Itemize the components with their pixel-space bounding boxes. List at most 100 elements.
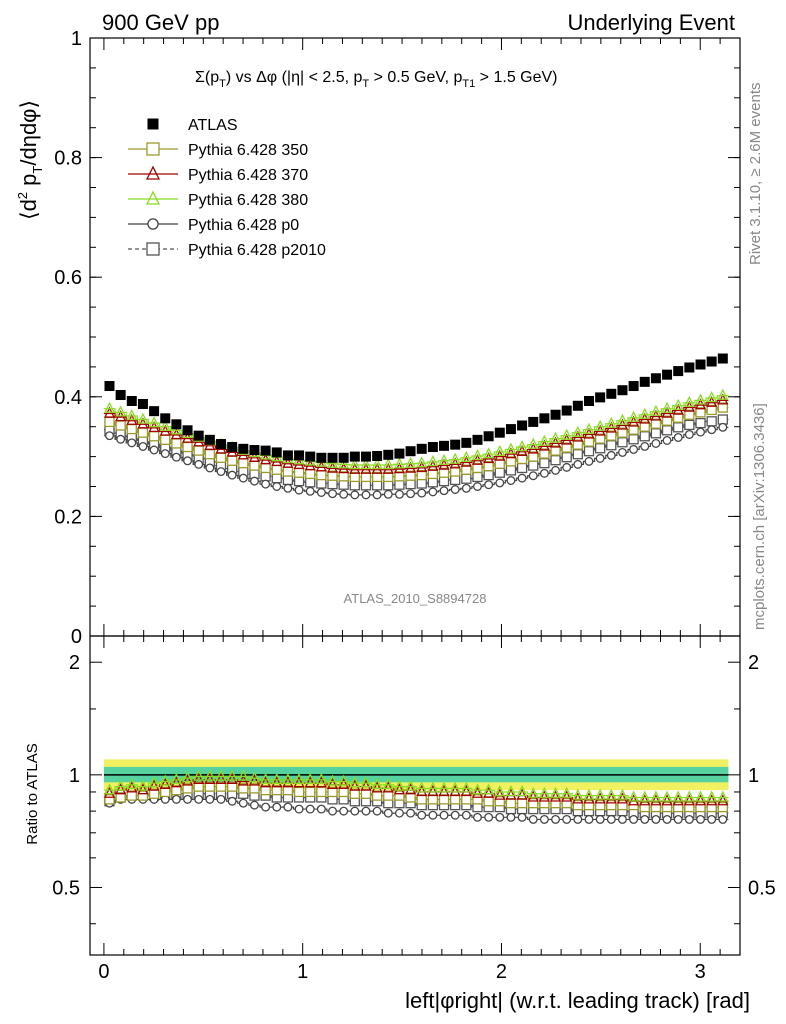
- ratio-point-3: [528, 814, 538, 824]
- ratio-point-3: [406, 808, 416, 818]
- series-point-3: [471, 449, 484, 461]
- ratio-point-1: [293, 776, 305, 788]
- series-point-0: [706, 356, 717, 367]
- series-point-4: [116, 434, 126, 444]
- series-point-4: [305, 486, 315, 496]
- ratio-point-1: [282, 776, 294, 788]
- ratio-line-2: [103, 775, 729, 799]
- legend-label: Pythia 6.428 p2010: [188, 242, 326, 259]
- series-point-1: [193, 445, 204, 456]
- ratio-point-0: [617, 799, 628, 811]
- series-point-3: [126, 408, 138, 421]
- series-point-4: [294, 485, 304, 495]
- series-point-5: [673, 422, 684, 433]
- ratio-point-2: [115, 779, 127, 791]
- series-point-5: [684, 419, 695, 431]
- ratio-point-0: [438, 794, 450, 805]
- ratio-point-1: [382, 781, 394, 793]
- series-point-4: [584, 456, 594, 466]
- series-point-3: [527, 437, 539, 449]
- series-point-5: [271, 472, 282, 484]
- ratio-point-3: [305, 804, 315, 814]
- series-point-0: [294, 450, 305, 461]
- ratio-point-0: [305, 786, 316, 798]
- series-point-3: [683, 395, 695, 407]
- ratio-point-0: [137, 790, 149, 801]
- ratio-point-3: [428, 810, 438, 820]
- ratio-point-0: [706, 801, 717, 813]
- series-point-1: [227, 455, 238, 466]
- ratio-point-0: [483, 796, 494, 807]
- series-point-5: [427, 477, 439, 488]
- series-point-3: [438, 453, 450, 465]
- ratio-point-2: [572, 788, 584, 800]
- series-point-0: [149, 406, 160, 417]
- ratio-point-3: [551, 814, 561, 824]
- series-point-0: [439, 440, 450, 451]
- legend-label: Pythia 6.428 370: [188, 167, 308, 184]
- series-point-0: [316, 452, 327, 463]
- series-point-0: [227, 442, 238, 453]
- series-point-4: [105, 431, 114, 441]
- series-point-5: [494, 467, 505, 478]
- ratio-point-1: [471, 786, 484, 798]
- ratio-point-1: [204, 772, 216, 784]
- series-point-1: [182, 441, 193, 453]
- series-point-1: [349, 471, 360, 483]
- ratio-point-3: [249, 800, 259, 810]
- ratio-point-2: [293, 772, 305, 784]
- ratio-point-0: [673, 801, 684, 813]
- series-point-4: [283, 483, 293, 493]
- ratio-point-1: [605, 792, 617, 804]
- series-point-3: [583, 422, 595, 434]
- ratio-point-0: [383, 790, 394, 801]
- series-line-3: [103, 395, 729, 466]
- ratio-point-2: [494, 785, 506, 797]
- ratio-y-tick-label: 2: [69, 652, 80, 674]
- series-point-1: [594, 433, 606, 444]
- ratio-point-0: [327, 786, 338, 798]
- ratio-point-0: [583, 799, 595, 811]
- series-point-3: [148, 416, 160, 428]
- series-point-4: [684, 429, 694, 439]
- series-point-3: [393, 457, 405, 469]
- ratio-point-3: [651, 814, 661, 824]
- ratio-point-2: [616, 788, 629, 800]
- series-point-0: [662, 369, 673, 380]
- ratio-point-3: [339, 806, 349, 816]
- series-point-4: [238, 473, 248, 483]
- ratio-point-1: [549, 790, 562, 802]
- main-panel: 0 0.2 0.4 0.6 0.8 1: [54, 28, 741, 648]
- ratio-point-0: [450, 794, 461, 805]
- series-point-3: [382, 458, 394, 470]
- ratio-point-2: [237, 769, 249, 781]
- ratio-point-2: [304, 772, 316, 784]
- series-point-5: [461, 473, 472, 484]
- series-point-1: [505, 456, 517, 467]
- ratio-point-2: [538, 786, 550, 798]
- ratio-point-2: [471, 783, 484, 795]
- ratio-point-2: [248, 771, 261, 783]
- ratio-point-3: [484, 812, 494, 822]
- ratio-point-2: [382, 777, 394, 790]
- ratio-point-1: [427, 785, 439, 797]
- ratio-point-3: [506, 812, 516, 822]
- series-point-5: [327, 478, 338, 490]
- ratio-point-2: [416, 781, 428, 793]
- series-point-5: [695, 417, 706, 429]
- series-point-5: [606, 440, 617, 451]
- ratio-point-0: [249, 783, 260, 794]
- ratio-point-0: [639, 801, 650, 813]
- ratio-point-1: [405, 783, 417, 795]
- ratio-point-1: [159, 777, 171, 790]
- ratio-point-2: [148, 776, 160, 788]
- series-point-4: [461, 483, 471, 493]
- ratio-y-tick-label-right: 2: [748, 652, 759, 674]
- series-point-0: [271, 447, 282, 458]
- series-point-4: [227, 470, 237, 480]
- ratio-point-2: [460, 781, 472, 793]
- mcplots-info: mcplots.cern.ch [arXiv:1306.3436]: [751, 403, 768, 630]
- ratio-point-1: [717, 794, 729, 806]
- series-point-3: [405, 456, 417, 468]
